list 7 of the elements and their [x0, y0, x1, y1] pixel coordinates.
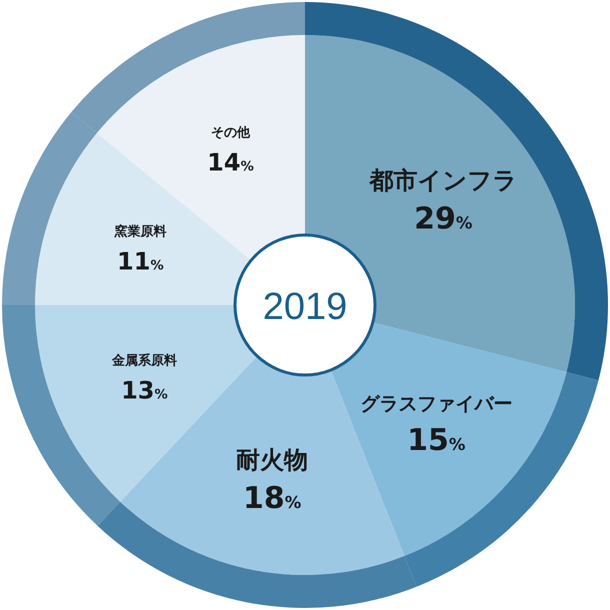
- data-label: 14%: [207, 148, 254, 177]
- slice-label: 耐火物: [236, 446, 308, 474]
- slice-label: 金属系原料: [110, 352, 177, 368]
- data-label: 13%: [121, 376, 168, 404]
- slice-label: 窯業原料: [113, 224, 166, 240]
- data-label: 11%: [117, 248, 164, 276]
- data-label: 18%: [243, 480, 302, 516]
